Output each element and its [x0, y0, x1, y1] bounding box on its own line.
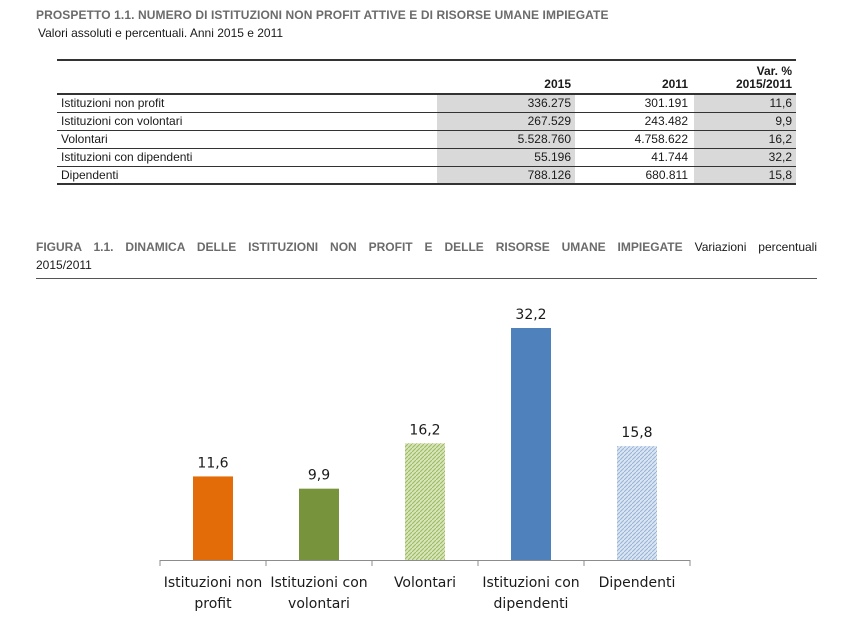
cell-2011: 680.811 [577, 166, 692, 185]
category-label-4: Dipendenti [599, 575, 676, 591]
cell-var: 16,2 [694, 130, 796, 149]
prospetto-subtitle: Valori assoluti e percentuali. Anni 2015… [38, 26, 284, 40]
cell-2015: 336.275 [437, 94, 575, 113]
table-row: Istituzioni non profit 336.275 301.191 11,6 [57, 94, 796, 113]
bar-4 [617, 446, 657, 560]
row-label: Istituzioni con volontari [57, 112, 437, 131]
cell-2015: 267.529 [437, 112, 575, 131]
category-label-3: Istituzioni con [482, 575, 579, 591]
category-label-1: Istituzioni con [270, 575, 367, 591]
prospetto-title: PROSPETTO 1.1. NUMERO DI ISTITUZIONI NON… [36, 8, 609, 22]
figura-subtitle: 2015/2011 [36, 258, 92, 272]
data-label-2: 16,2 [409, 422, 440, 438]
figura-title: FIGURA 1.1. DINAMICA DELLE ISTITUZIONI N… [36, 240, 818, 254]
cell-var: 15,8 [694, 166, 796, 185]
cell-2015: 55.196 [437, 148, 575, 167]
bar-0 [193, 476, 233, 560]
cell-2015: 788.126 [437, 166, 575, 185]
bar-1 [299, 488, 339, 560]
cell-var: 9,9 [694, 112, 796, 131]
data-label-4: 15,8 [621, 425, 652, 441]
table-row: Istituzioni con volontari 267.529 243.482 9… [57, 112, 796, 131]
data-label-0: 11,6 [197, 455, 228, 471]
cell-2011: 301.191 [577, 94, 692, 113]
category-label-3: dipendenti [494, 596, 569, 612]
bar-3 [511, 328, 551, 560]
data-label-1: 9,9 [308, 468, 330, 484]
table-header-var: Var. % 2015/2011 [735, 64, 792, 91]
cell-2011: 243.482 [577, 112, 692, 131]
table-header-row: 2015 2011 Var. % 2015/2011 [57, 60, 796, 94]
row-label: Istituzioni con dipendenti [57, 148, 437, 167]
cell-2015: 5.528.760 [437, 130, 575, 149]
table-header-2011: 2011 [661, 77, 688, 91]
table-row: Volontari 5.528.760 4.758.622 16,2 [57, 130, 796, 149]
data-label-3: 32,2 [515, 307, 546, 323]
row-label: Istituzioni non profit [57, 94, 437, 113]
table-row: Dipendenti 788.126 680.811 15,8 [57, 166, 796, 185]
table-row: Istituzioni con dipendenti 55.196 41.744 32… [57, 148, 796, 167]
cell-var: 32,2 [694, 148, 796, 167]
table-header-2015: 2015 [544, 77, 571, 91]
cell-var: 11,6 [694, 94, 796, 113]
category-label-0: Istituzioni non [164, 575, 263, 591]
cell-2011: 41.744 [577, 148, 692, 167]
row-label: Volontari [57, 130, 437, 149]
data-table: 2015 2011 Var. % 2015/2011 Istituzioni no… [57, 59, 796, 185]
category-label-2: Volontari [394, 575, 456, 591]
row-label: Dipendenti [57, 166, 437, 185]
category-label-1: volontari [288, 596, 350, 612]
figura-divider [36, 278, 817, 279]
category-label-0: profit [194, 596, 232, 612]
bar-2 [405, 443, 445, 560]
cell-2011: 4.758.622 [577, 130, 692, 149]
